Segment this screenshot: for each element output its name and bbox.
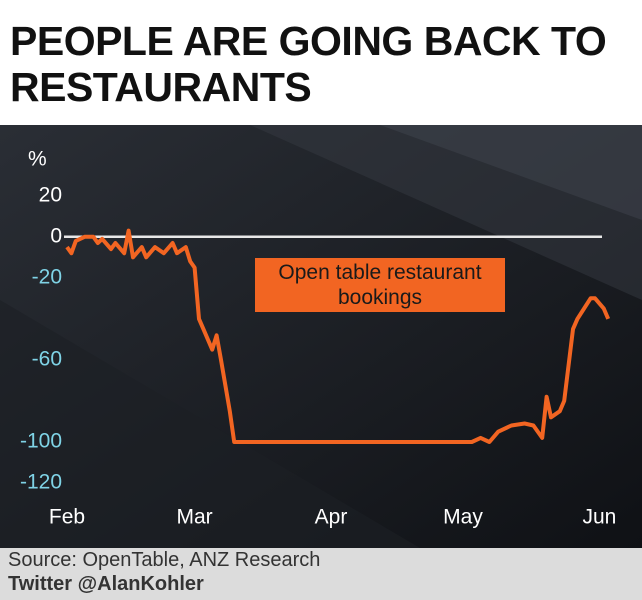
y-axis-label: % <box>28 148 47 171</box>
x-tick-label: Apr <box>315 506 348 529</box>
y-tick-label: 0 <box>50 224 62 247</box>
source: Source: OpenTable, ANZ Research <box>8 549 321 571</box>
x-tick-label: Mar <box>177 506 213 529</box>
y-tick-label: -120 <box>20 471 62 494</box>
chart: % 20 0 -20 -60 -100 -120 Feb Mar Apr May Jun <box>0 125 642 548</box>
decor <box>250 125 642 300</box>
annotation: Open table restaurant bookings <box>255 258 505 312</box>
decor <box>380 125 642 220</box>
y-tick-label: -60 <box>32 347 62 370</box>
y-tick-label: -20 <box>32 265 62 288</box>
x-tick-label: May <box>443 506 483 529</box>
footer: Source: OpenTable, ANZ Research Twitter … <box>0 548 642 600</box>
decor <box>0 300 420 548</box>
x-tick-label: Feb <box>49 506 85 529</box>
x-tick-label: Jun <box>582 506 616 529</box>
data-line <box>65 228 611 444</box>
chart-title: PEOPLE ARE GOING BACK TO RESTAURANTS <box>10 18 607 110</box>
y-tick-label: 20 <box>39 183 62 206</box>
credit: Twitter @AlanKohler <box>8 573 204 595</box>
y-tick-label: -100 <box>20 430 62 453</box>
